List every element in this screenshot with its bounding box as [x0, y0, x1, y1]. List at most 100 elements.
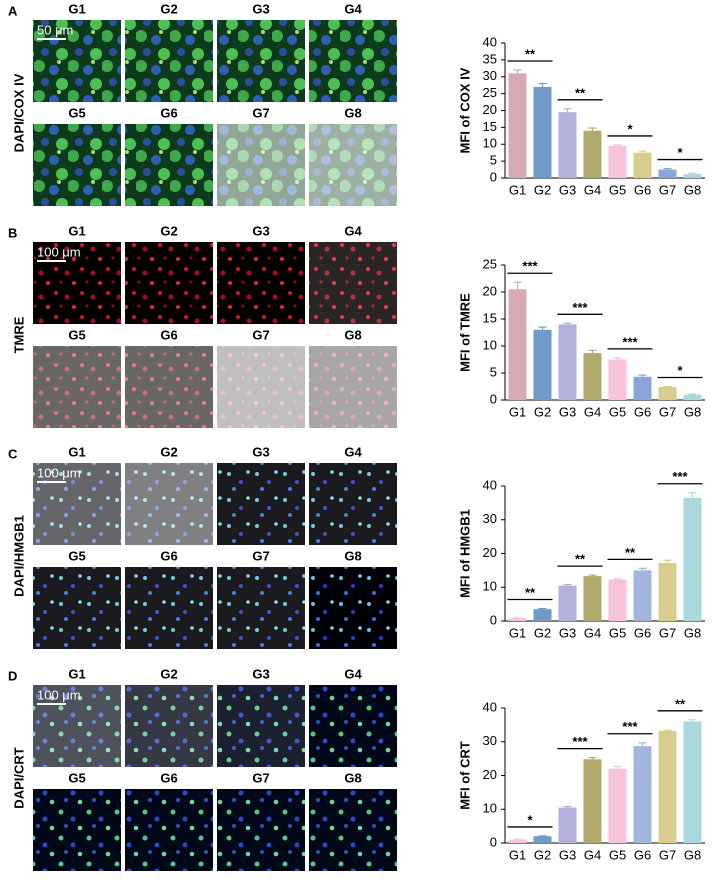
significance-label: **	[625, 545, 636, 560]
bar	[683, 497, 702, 621]
x-tick-label: G2	[534, 847, 551, 862]
y-tick-label: 0	[490, 391, 497, 406]
bar	[633, 570, 652, 621]
x-tick-label: G7	[659, 404, 676, 419]
x-tick-label: G5	[609, 404, 626, 419]
bar	[533, 329, 552, 400]
y-tick-label: 20	[483, 102, 497, 117]
y-axis-label: MFI of CRT	[457, 741, 472, 810]
x-tick-label: G8	[684, 625, 701, 640]
bar	[533, 609, 552, 621]
bar	[533, 86, 552, 178]
bar	[683, 721, 702, 843]
micrograph	[217, 20, 305, 102]
group-label: G7	[252, 105, 269, 120]
group-label: G5	[68, 105, 85, 120]
x-tick-label: G8	[684, 847, 701, 862]
bar	[683, 173, 702, 178]
y-tick-label: 15	[483, 310, 497, 325]
y-axis-label: MFI of TMRE	[457, 293, 472, 372]
x-tick-label: G2	[534, 182, 551, 197]
x-tick-label: G2	[534, 404, 551, 419]
micrograph	[217, 346, 305, 428]
stain-label: DAPI/HMGB1	[11, 515, 26, 597]
bar	[633, 746, 652, 843]
micrograph	[125, 346, 213, 428]
y-tick-label: 0	[490, 612, 497, 627]
bar	[508, 618, 527, 621]
group-label: G8	[344, 105, 361, 120]
y-tick-label: 35	[483, 51, 497, 66]
x-tick-label: G3	[559, 404, 576, 419]
micrograph	[125, 685, 213, 767]
significance-label: **	[575, 552, 586, 567]
y-tick-label: 30	[483, 68, 497, 83]
x-tick-label: G8	[684, 404, 701, 419]
y-tick-label: 30	[483, 733, 497, 748]
group-label: G6	[160, 327, 177, 342]
y-tick-label: 15	[483, 119, 497, 134]
x-tick-label: G1	[509, 847, 526, 862]
x-tick-label: G7	[659, 625, 676, 640]
panel-letter: D	[8, 668, 17, 683]
x-tick-label: G4	[584, 182, 601, 197]
micrograph	[33, 20, 121, 102]
x-tick-label: G1	[509, 625, 526, 640]
significance-label: ***	[622, 334, 638, 349]
bar	[658, 562, 677, 621]
bar	[583, 576, 602, 621]
bar	[508, 839, 527, 843]
micrograph	[125, 124, 213, 206]
group-label: G4	[344, 1, 362, 16]
micrograph	[33, 124, 121, 206]
significance-label: ***	[522, 259, 538, 274]
bar	[608, 145, 627, 178]
bar	[608, 359, 627, 400]
x-tick-label: G3	[559, 182, 576, 197]
micrograph	[217, 463, 305, 545]
bar	[633, 152, 652, 178]
group-label: G2	[160, 444, 177, 459]
group-label: G7	[252, 770, 269, 785]
significance-label: *	[627, 121, 633, 136]
micrograph	[125, 567, 213, 649]
panel-letter: C	[8, 446, 18, 461]
x-tick-label: G6	[634, 404, 651, 419]
bar	[683, 394, 702, 400]
y-tick-label: 0	[490, 834, 497, 849]
y-tick-label: 10	[483, 337, 497, 352]
group-label: G2	[160, 1, 177, 16]
x-tick-label: G1	[509, 182, 526, 197]
significance-label: **	[675, 696, 686, 711]
bar	[608, 579, 627, 621]
significance-label: *	[677, 145, 683, 160]
micrograph	[309, 789, 397, 871]
bar	[633, 376, 652, 400]
y-tick-label: 5	[490, 364, 497, 379]
micrograph	[33, 567, 121, 649]
significance-label: ***	[572, 300, 588, 315]
micrograph	[217, 567, 305, 649]
group-label: G1	[68, 666, 85, 681]
significance-label: *	[677, 363, 683, 378]
stain-label: DAPI/CRT	[11, 747, 26, 808]
y-tick-label: 20	[483, 283, 497, 298]
x-tick-label: G8	[684, 182, 701, 197]
bar	[508, 73, 527, 178]
x-tick-label: G5	[609, 847, 626, 862]
group-label: G5	[68, 327, 85, 342]
micrograph	[33, 789, 121, 871]
x-tick-label: G6	[634, 625, 651, 640]
micrograph	[125, 242, 213, 324]
x-tick-label: G6	[634, 182, 651, 197]
y-tick-label: 30	[483, 511, 497, 526]
micrograph	[217, 242, 305, 324]
scale-label: 100 μm	[37, 244, 81, 259]
micrograph	[33, 346, 121, 428]
bar	[658, 387, 677, 400]
bar	[533, 836, 552, 843]
group-label: G8	[344, 548, 361, 563]
x-tick-label: G4	[584, 404, 601, 419]
group-label: G5	[68, 548, 85, 563]
